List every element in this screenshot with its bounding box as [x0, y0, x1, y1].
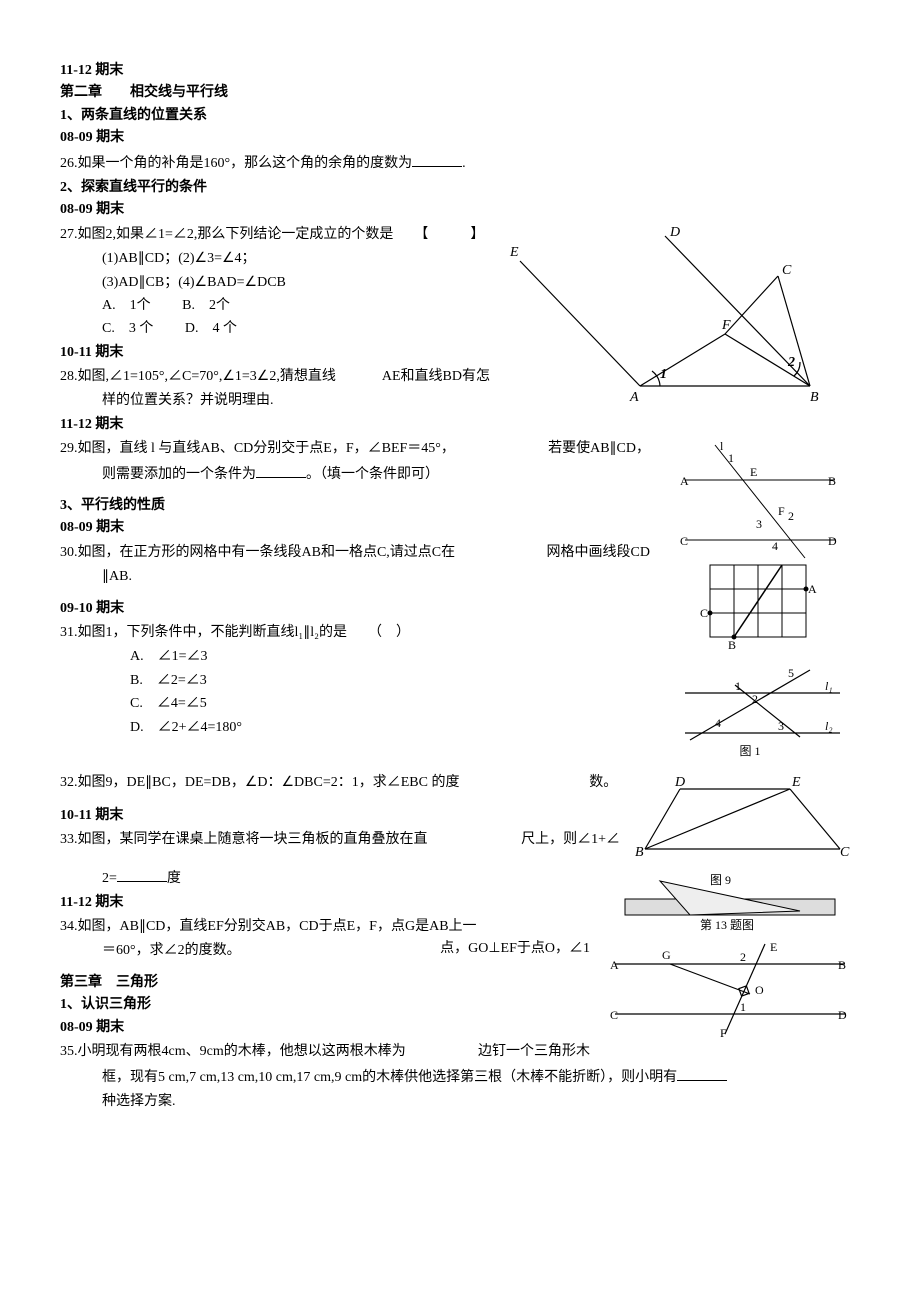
- figure-q33-q34: 图 9 第 13 题图 G E A B O C D F 1 2: [600, 869, 860, 1044]
- fig29-E: E: [750, 465, 757, 479]
- fig29-2: 2: [788, 509, 794, 523]
- fig31-l1: l₁: [825, 679, 833, 693]
- fig-9-cap: 图 9: [710, 873, 731, 887]
- q32-a: 32.如图9，DE∥BC，DE=DB，∠D：∠DBC=2：1，求∠EBC 的度: [60, 775, 459, 790]
- fig34-D: D: [838, 1008, 847, 1022]
- q33-tail: 尺上，则∠1+∠: [552, 829, 620, 851]
- q29-c: 。（填一个条件即可）: [306, 467, 439, 482]
- fig32-D: D: [674, 775, 685, 790]
- figure-q29-q30-q31: l E A B F C D 1 2 3 4: [660, 440, 860, 760]
- q26-blank[interactable]: [412, 152, 462, 167]
- figure-q32: D E B C: [630, 774, 860, 864]
- fig34-G: G: [662, 948, 671, 962]
- fig31-3: 3: [778, 719, 784, 733]
- fig31-4: 4: [715, 716, 721, 730]
- q28-tail: AE和直线BD有怎: [413, 366, 490, 388]
- q26-text: 26.如果一个角的补角是160°，那么这个角的余角的度数为: [60, 156, 412, 171]
- fig31-1: 1: [735, 679, 741, 693]
- q35-tail: 边钉一个三角形木: [509, 1041, 590, 1063]
- q30-a: 30.如图，在正方形的网格中有一条线段AB和一格点C,请过点C在: [60, 545, 455, 560]
- fig27-F: F: [721, 318, 731, 333]
- q27-optA[interactable]: A. 1个: [102, 298, 151, 313]
- fig29-C: C: [680, 534, 688, 548]
- q35-b: 框，现有5 cm,7 cm,13 cm,10 cm,17 cm,9 cm的木棒供…: [102, 1070, 677, 1085]
- section-2-1-head: 1、两条直线的位置关系: [60, 105, 860, 127]
- fig27-2: 2: [787, 355, 795, 370]
- section-2-2-head: 2、探索直线平行的条件: [60, 177, 860, 199]
- q35-c: 种选择方案.: [60, 1091, 860, 1113]
- fig27-C: C: [782, 263, 792, 278]
- fig31-2: 2: [752, 692, 758, 706]
- q33-blank[interactable]: [117, 867, 167, 882]
- q26: 26.如果一个角的补角是160°，那么这个角的余角的度数为.: [60, 152, 860, 175]
- q33-b: 2=: [102, 871, 117, 886]
- fig29-1: 1: [728, 451, 734, 465]
- fig29-A: A: [680, 474, 689, 488]
- fig27-E: E: [509, 245, 519, 260]
- q29-blank[interactable]: [256, 463, 306, 478]
- term-header: 11-12 期末: [60, 60, 860, 82]
- q34-a: 34.如图，AB∥CD，直线EF分别交AB，CD于点E，F，点G是AB上一: [60, 919, 477, 934]
- chapter-2-title: 第二章 相交线与平行线: [60, 82, 860, 104]
- figure-q27: E D C F A B 1 2: [500, 226, 860, 406]
- q27-optB[interactable]: B. 2个: [182, 298, 230, 313]
- fig34-E: E: [770, 940, 777, 954]
- term-1112-a: 11-12 期末: [60, 414, 860, 436]
- fig29-F: F: [778, 504, 785, 518]
- fig27-A: A: [629, 390, 639, 405]
- q27-optD[interactable]: D. 4 个: [185, 321, 237, 336]
- fig31-l2: l₂: [825, 719, 833, 733]
- fig34-1: 1: [740, 1000, 746, 1014]
- q33-a: 33.如图，某同学在课桌上随意将一块三角板的直角叠放在直: [60, 832, 428, 847]
- fig32-B: B: [635, 845, 644, 860]
- fig31-5: 5: [788, 666, 794, 680]
- fig34-2: 2: [740, 950, 746, 964]
- fig27-D: D: [669, 226, 680, 240]
- fig34-B: B: [838, 958, 846, 972]
- fig29-3: 3: [756, 517, 762, 531]
- q29-b: 则需要添加的一个条件为: [102, 467, 256, 482]
- fig31-cap: 图 1: [739, 744, 760, 758]
- fig27-B: B: [810, 390, 819, 405]
- fig32-E: E: [791, 775, 801, 790]
- fig30-A: A: [808, 582, 817, 596]
- q33-c: 度: [167, 871, 181, 886]
- q30-tail: 网格中画线段CD: [577, 542, 650, 564]
- q27-optC[interactable]: C. 3 个: [102, 321, 153, 336]
- fig30-B: B: [728, 638, 736, 652]
- fig29-4: 4: [772, 539, 778, 553]
- q34-tail: 点，GO⊥EF于点O，∠1: [471, 938, 590, 960]
- fig27-1: 1: [660, 367, 667, 382]
- fig34-A: A: [610, 958, 619, 972]
- fig34-F: F: [720, 1026, 727, 1040]
- q35-blank[interactable]: [677, 1066, 727, 1081]
- fig29-D: D: [828, 534, 837, 548]
- fig34-C: C: [610, 1008, 618, 1022]
- q35-a: 35.小明现有两根4cm、9cm的木棒，他想以这两根木棒为: [60, 1044, 406, 1059]
- q28-a: 28.如图,∠1=105°,∠C=70°,∠1=3∠2,猜想直线: [60, 369, 336, 384]
- q35-line2: 框，现有5 cm,7 cm,13 cm,10 cm,17 cm,9 cm的木棒供…: [60, 1066, 860, 1089]
- term-0809-a: 08-09 期末: [60, 127, 860, 149]
- fig29-l: l: [720, 440, 724, 453]
- q29-a: 29.如图，直线 l 与直线AB、CD分别交于点E，F，∠BEF＝45°，: [60, 441, 455, 456]
- term-0809-b: 08-09 期末: [60, 199, 860, 221]
- q29-tail: 若要使AB∥CD，: [579, 438, 650, 460]
- fig32-C: C: [840, 845, 850, 860]
- fig33-cap: 第 13 题图: [700, 918, 754, 932]
- fig34-O: O: [755, 983, 764, 997]
- fig30-C: C: [700, 606, 708, 620]
- q35: 35.小明现有两根4cm、9cm的木棒，他想以这两根木棒为 边钉一个三角形木: [60, 1041, 860, 1063]
- fig29-B: B: [828, 474, 836, 488]
